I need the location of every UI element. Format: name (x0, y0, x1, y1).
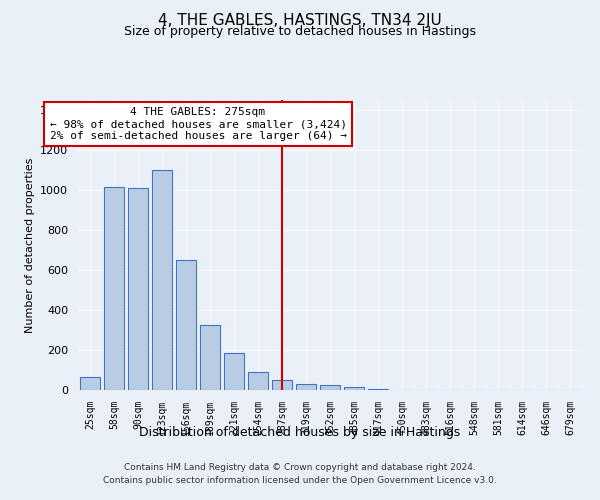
Bar (80, 377, 100, 390)
Text: Contains HM Land Registry data © Crown copyright and database right 2024.: Contains HM Land Registry data © Crown c… (124, 464, 476, 472)
Bar (128, 188, 148, 390)
Bar (176, 260, 196, 390)
Bar (320, 385, 340, 390)
Bar (152, 170, 172, 390)
Text: Contains public sector information licensed under the Open Government Licence v3: Contains public sector information licen… (103, 476, 497, 485)
Bar (200, 325, 220, 390)
Text: Size of property relative to detached houses in Hastings: Size of property relative to detached ho… (124, 25, 476, 38)
Bar (296, 384, 316, 390)
Text: 4 THE GABLES: 275sqm
← 98% of detached houses are smaller (3,424)
2% of semi-det: 4 THE GABLES: 275sqm ← 98% of detached h… (49, 108, 347, 140)
Text: Distribution of detached houses by size in Hastings: Distribution of detached houses by size … (139, 426, 461, 439)
Bar (224, 353, 244, 390)
Bar (344, 387, 364, 390)
Bar (248, 372, 268, 390)
Bar (272, 380, 292, 390)
Text: 4, THE GABLES, HASTINGS, TN34 2JU: 4, THE GABLES, HASTINGS, TN34 2JU (158, 12, 442, 28)
Y-axis label: Number of detached properties: Number of detached properties (25, 158, 35, 332)
Bar (104, 187, 124, 390)
Bar (368, 389, 388, 390)
